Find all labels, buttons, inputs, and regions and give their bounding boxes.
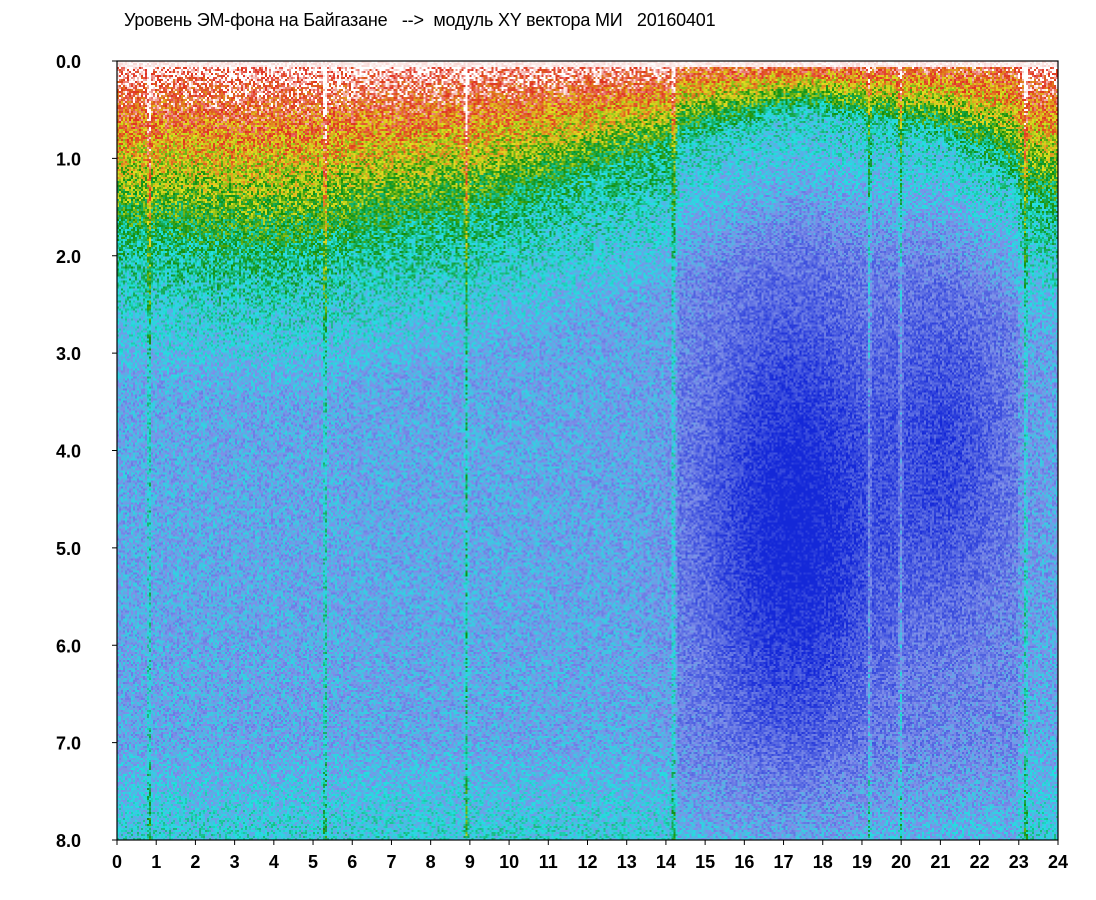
x-tick-label: 14 [656, 852, 676, 872]
y-tick-label: 4.0 [56, 442, 81, 462]
x-tick-label: 6 [347, 852, 357, 872]
chart-title: Уровень ЭМ-фона на Байгазане --> модуль … [124, 10, 716, 30]
x-tick-label: 20 [891, 852, 911, 872]
x-tick-label: 4 [269, 852, 279, 872]
y-tick-label: 8.0 [56, 831, 81, 851]
x-tick-label: 0 [112, 852, 122, 872]
y-tick-label: 3.0 [56, 344, 81, 364]
x-tick-label: 9 [465, 852, 475, 872]
heatmap-image [117, 61, 1058, 840]
x-tick-label: 5 [308, 852, 318, 872]
y-tick-label: 5.0 [56, 539, 81, 559]
x-tick-label: 19 [852, 852, 872, 872]
y-tick-label: 2.0 [56, 247, 81, 267]
x-tick-label: 1 [151, 852, 161, 872]
x-tick-label: 16 [734, 852, 754, 872]
x-tick-label: 24 [1048, 852, 1068, 872]
plot-frame [116, 60, 1059, 841]
x-tick-label: 21 [930, 852, 950, 872]
x-tick-label: 3 [230, 852, 240, 872]
x-tick-label: 12 [577, 852, 597, 872]
y-tick-label: 0.0 [56, 52, 81, 72]
x-tick-label: 11 [539, 852, 558, 872]
x-tick-label: 15 [695, 852, 715, 872]
x-tick-label: 22 [970, 852, 990, 872]
y-tick-label: 7.0 [56, 734, 81, 754]
x-tick-label: 17 [774, 852, 794, 872]
x-tick-label: 2 [190, 852, 200, 872]
y-tick-label: 1.0 [56, 149, 81, 169]
x-tick-label: 13 [617, 852, 637, 872]
x-tick-label: 8 [426, 852, 436, 872]
x-tick-label: 23 [1009, 852, 1029, 872]
x-tick-label: 18 [813, 852, 833, 872]
x-tick-label: 10 [499, 852, 519, 872]
x-tick-label: 7 [386, 852, 396, 872]
y-tick-label: 6.0 [56, 636, 81, 656]
